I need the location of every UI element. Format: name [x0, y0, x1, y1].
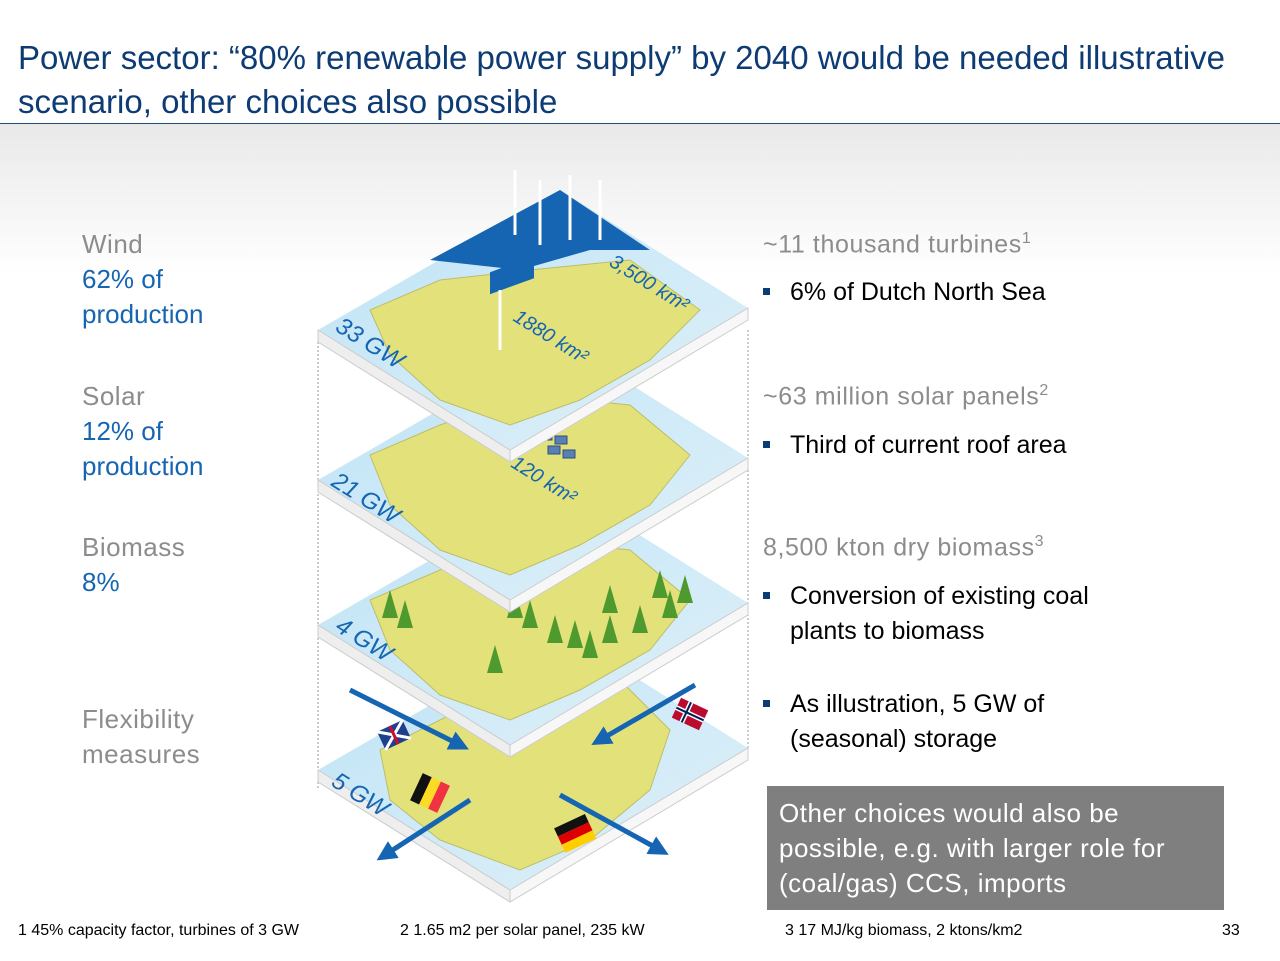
belgium-flag-icon — [410, 773, 450, 813]
solar-label: Solar 12% of production — [82, 379, 203, 484]
footnote-ref-3: 3 — [1034, 533, 1045, 550]
page-number: 33 — [1222, 922, 1240, 939]
wind-stat-text: ~11 thousand turbines — [763, 230, 1022, 259]
solar-stat-text: ~63 million solar panels — [763, 382, 1040, 411]
biomass-stat-head: 8,500 kton dry biomass3 — [763, 533, 1044, 562]
footnote-ref-1: 1 — [1021, 230, 1032, 247]
biomass-bullet: Conversion of existing coal plants to bi… — [763, 579, 1089, 649]
germany-flag-icon — [554, 814, 597, 853]
layered-map-diagram: 5 GW 4 GW 21 GW ~120 km² — [317, 170, 749, 903]
uk-flag-icon — [376, 719, 412, 751]
bullet-icon — [763, 288, 770, 295]
solar-bullet: Third of current roof area — [763, 428, 1067, 463]
wind-turbine-icons — [498, 170, 602, 350]
biomass-label-share: 8% — [82, 567, 120, 597]
wind-stat-head: ~11 thousand turbines1 — [763, 230, 1031, 259]
biomass-label: Biomass 8% — [82, 530, 185, 600]
footnote-2: 2 1.65 m2 per solar panel, 235 kW — [400, 922, 645, 939]
norway-flag-icon — [671, 697, 709, 731]
biomass-label-head: Biomass — [82, 532, 186, 562]
flow-arrows — [348, 682, 697, 861]
title-divider — [0, 123, 1280, 124]
storage-bullet: As illustration, 5 GW of (seasonal) stor… — [763, 687, 1044, 757]
bullet-icon — [763, 592, 770, 599]
footnote-ref-2: 2 — [1039, 382, 1049, 399]
footnote-3: 3 17 MJ/kg biomass, 2 ktons/km2 — [785, 922, 1023, 939]
wind-label-share: 62% of production — [82, 264, 204, 329]
solar-label-head: Solar — [82, 381, 146, 411]
storage-bullet-text: As illustration, 5 GW of (seasonal) stor… — [790, 690, 1045, 753]
solar-bullet-text: Third of current roof area — [790, 431, 1067, 459]
footnote-1: 1 45% capacity factor, turbines of 3 GW — [18, 922, 300, 939]
other-choices-note: Other choices would also be possible, e.… — [767, 786, 1224, 910]
biomass-stat-text: 8,500 kton dry biomass — [763, 533, 1035, 562]
wind-label: Wind 62% of production — [82, 227, 203, 332]
page-title: Power sector: “80% renewable power suppl… — [18, 39, 1226, 120]
biomass-layer: 4 GW — [317, 485, 749, 758]
wind-bullet-text: 6% of Dutch North Sea — [790, 278, 1046, 306]
flexibility-label: Flexibility measures — [82, 702, 200, 772]
wind-bullet: 6% of Dutch North Sea — [763, 275, 1046, 310]
biomass-bullet-text: Conversion of existing coal plants to bi… — [790, 582, 1089, 645]
solar-label-share: 12% of production — [82, 416, 204, 481]
flexibility-label-head: Flexibility measures — [82, 704, 201, 769]
solar-stat-head: ~63 million solar panels2 — [763, 382, 1049, 411]
bullet-icon — [763, 700, 770, 707]
wind-label-head: Wind — [82, 229, 144, 259]
bullet-icon — [763, 441, 770, 448]
onshore-wind-area — [490, 256, 534, 295]
